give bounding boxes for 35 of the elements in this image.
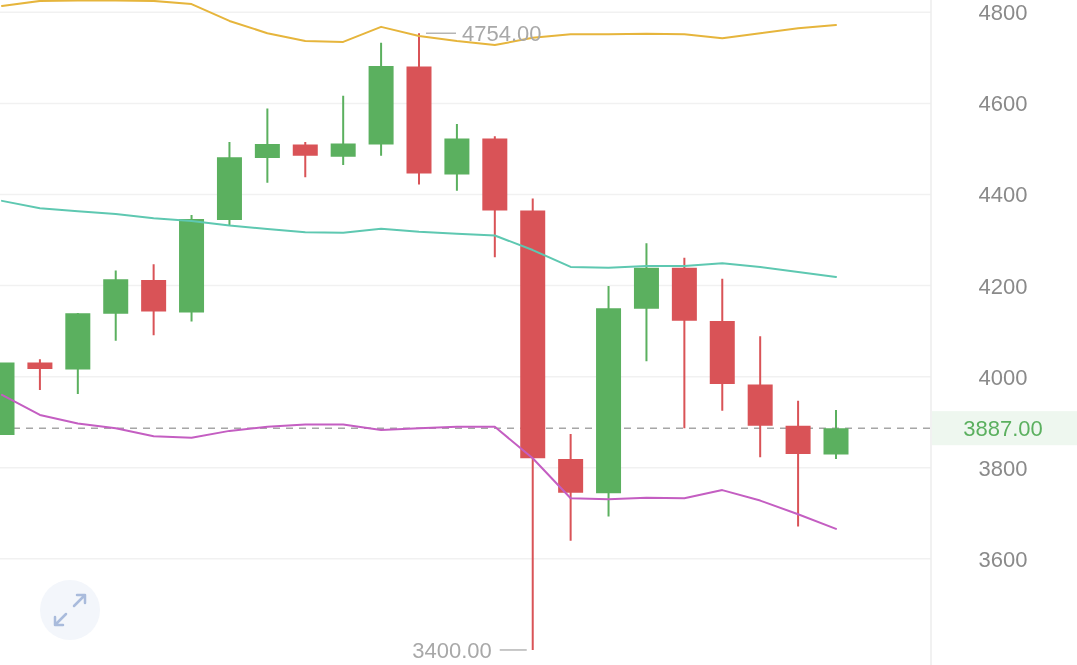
candlestick <box>406 33 432 185</box>
candlestick <box>179 214 205 322</box>
line-series <box>1 393 837 530</box>
candlestick <box>558 434 584 541</box>
candlestick <box>482 136 508 258</box>
candlestick <box>141 264 167 336</box>
candlestick <box>444 123 470 191</box>
y-tick-label: 4000 <box>978 364 1028 390</box>
candlestick <box>823 409 849 460</box>
candlestick <box>292 142 318 178</box>
candlestick <box>368 42 394 156</box>
candlestick <box>520 198 546 650</box>
candlestick <box>596 286 622 517</box>
ref-line-label: 3887.00 <box>963 415 1043 441</box>
y-tick-label: 4200 <box>978 273 1028 299</box>
y-tick-label: 3800 <box>978 455 1028 481</box>
candlestick <box>330 95 356 165</box>
line-series <box>1 0 837 47</box>
candlestick <box>103 270 129 341</box>
candlestick <box>785 400 811 527</box>
y-tick-label: 4800 <box>978 0 1028 25</box>
candlestick <box>709 278 735 411</box>
candlestick <box>216 142 242 226</box>
candlestick <box>747 336 773 458</box>
candlestick <box>633 243 659 362</box>
y-tick-label: 3600 <box>978 546 1028 572</box>
candlestick <box>254 108 280 183</box>
candlestick <box>671 257 697 429</box>
y-tick-label: 4400 <box>978 181 1028 207</box>
y-tick-label: 4600 <box>978 90 1028 116</box>
candlestick <box>65 312 91 394</box>
annotation: 3400.00 <box>412 637 492 663</box>
line-series <box>1 199 837 278</box>
candlestick <box>27 359 53 390</box>
annotation: 4754.00 <box>462 20 542 46</box>
